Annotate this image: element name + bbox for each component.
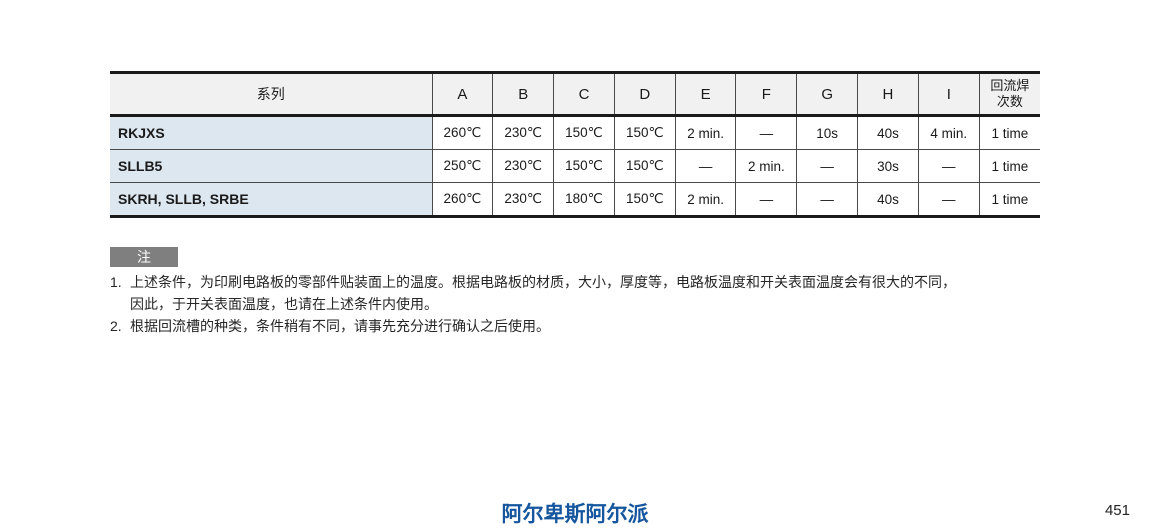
note-text: 上述条件，为印刷电路板的零部件贴装面上的温度。根据电路板的材质，大小，厚度等，电… [130, 274, 956, 312]
value-cell: — [796, 182, 858, 217]
table-row: RKJXS 260℃ 230℃ 150℃ 150℃ 2 min. — 10s 4… [110, 115, 1040, 150]
series-cell: RKJXS [110, 115, 432, 150]
notes-section: 注 1. 上述条件，为印刷电路板的零部件贴装面上的温度。根据电路板的材质，大小，… [110, 247, 1060, 337]
col-header-series: 系列 [110, 72, 432, 117]
col-header-h: H [857, 72, 919, 117]
reflow-conditions-table: 系列 A B C D E F G H I 回流焊 次数 RKJXS 260℃ 2… [110, 71, 1040, 218]
value-cell: 2 min. [735, 149, 797, 183]
value-cell: 230℃ [492, 115, 554, 150]
value-cell: 40s [857, 182, 919, 217]
value-cell: 1 time [978, 115, 1040, 150]
value-cell: 150℃ [613, 182, 676, 217]
value-cell: 150℃ [553, 149, 615, 183]
value-cell: 10s [796, 115, 858, 150]
value-cell: — [674, 149, 736, 183]
value-cell: 150℃ [613, 115, 676, 150]
value-cell: 40s [857, 115, 919, 150]
value-cell: 4 min. [917, 115, 980, 150]
value-cell: 2 min. [674, 115, 736, 150]
value-cell: 2 min. [674, 182, 736, 217]
value-cell: — [796, 149, 858, 183]
value-cell: 1 time [978, 182, 1040, 217]
value-cell: 180℃ [553, 182, 615, 217]
value-cell: 150℃ [553, 115, 615, 150]
value-cell: 230℃ [492, 149, 554, 183]
col-header-b: B [492, 72, 554, 117]
col-header-g: G [796, 72, 858, 117]
col-header-f: F [735, 72, 797, 117]
brand-name: 阿尔卑斯阿尔派 [501, 503, 649, 526]
series-cell: SKRH, SLLB, SRBE [110, 182, 432, 217]
value-cell: — [735, 182, 797, 217]
col-header-e: E [674, 72, 736, 117]
table-row: SLLB5 250℃ 230℃ 150℃ 150℃ — 2 min. — 30s… [110, 149, 1040, 183]
value-cell: — [735, 115, 797, 150]
note-item-2: 2. 根据回流槽的种类，条件稍有不同，请事先充分进行确认之后使用。 [110, 315, 1060, 337]
value-cell: 230℃ [492, 182, 554, 217]
page-number: 451 [1104, 502, 1130, 519]
value-cell: 250℃ [431, 149, 493, 183]
table-header-row: 系列 A B C D E F G H I 回流焊 次数 [110, 72, 1040, 117]
note-text: 根据回流槽的种类，条件稍有不同，请事先充分进行确认之后使用。 [130, 318, 550, 334]
note-badge: 注 [110, 247, 178, 267]
series-cell: SLLB5 [110, 149, 432, 183]
value-cell: 150℃ [613, 149, 676, 183]
value-cell: 260℃ [431, 115, 493, 150]
note-item-1: 1. 上述条件，为印刷电路板的零部件贴装面上的温度。根据电路板的材质，大小，厚度… [110, 271, 1060, 315]
value-cell: — [917, 149, 980, 183]
note-marker: 1. [110, 274, 122, 290]
col-header-reflow-count: 回流焊 次数 [978, 72, 1040, 117]
value-cell: — [917, 182, 980, 217]
col-header-a: A [431, 72, 493, 117]
table-row: SKRH, SLLB, SRBE 260℃ 230℃ 180℃ 150℃ 2 m… [110, 182, 1040, 217]
note-marker: 2. [110, 318, 122, 334]
value-cell: 260℃ [431, 182, 493, 217]
col-header-c: C [553, 72, 615, 117]
value-cell: 30s [857, 149, 919, 183]
col-header-d: D [613, 72, 676, 117]
col-header-i: I [917, 72, 980, 117]
value-cell: 1 time [978, 149, 1040, 183]
